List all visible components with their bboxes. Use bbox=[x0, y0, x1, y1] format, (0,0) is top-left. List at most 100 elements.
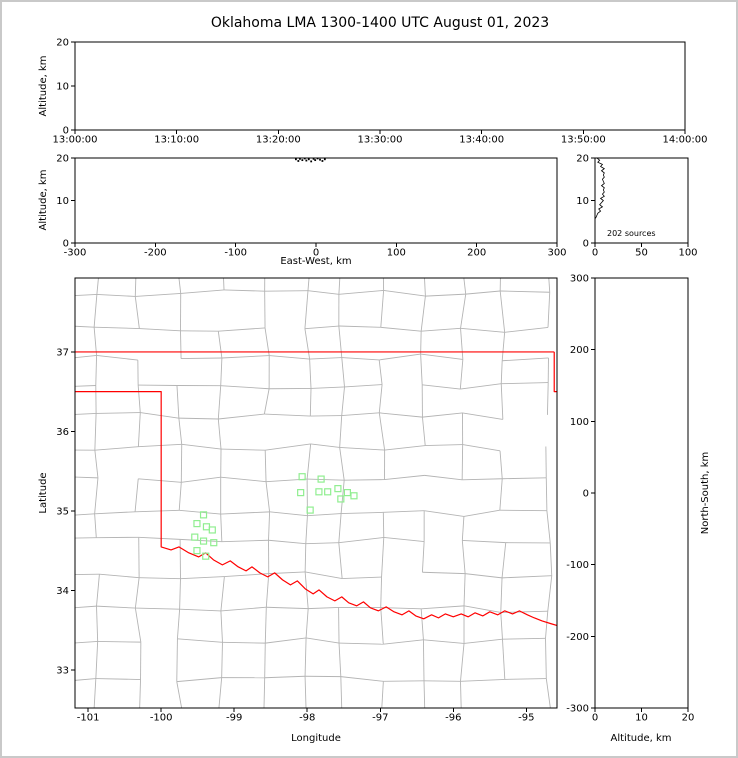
tick-label: 13:10:00 bbox=[154, 135, 199, 146]
county-line bbox=[306, 637, 340, 644]
county-line bbox=[217, 418, 222, 450]
panel-frame bbox=[594, 277, 689, 709]
tick-label: 200 bbox=[467, 248, 486, 259]
county-line bbox=[340, 676, 384, 682]
county-line bbox=[180, 289, 225, 294]
county-line bbox=[220, 357, 223, 386]
tick-label: 13:20:00 bbox=[256, 135, 301, 146]
county-line bbox=[341, 357, 380, 361]
county-line bbox=[423, 680, 426, 708]
lightning-source-marker bbox=[334, 485, 342, 493]
county-line bbox=[545, 638, 547, 679]
county-line bbox=[305, 542, 339, 545]
tick-label: 50 bbox=[635, 248, 648, 259]
county-line bbox=[424, 510, 464, 517]
county-line bbox=[94, 511, 136, 515]
county-line bbox=[500, 577, 503, 613]
county-line bbox=[307, 513, 342, 517]
county-line bbox=[420, 354, 423, 385]
county-line bbox=[54, 538, 57, 575]
tick-label: 13:00:00 bbox=[53, 135, 98, 146]
axis-ticks-layer: 13:00:00 13:10:00 13:20:00 13:30:00 13:40:00… bbox=[53, 38, 708, 724]
county-line bbox=[460, 383, 502, 390]
county-line bbox=[382, 278, 385, 291]
county-line bbox=[135, 293, 181, 297]
lightning-source-marker bbox=[202, 523, 211, 531]
lightning-source-marker bbox=[297, 489, 305, 497]
county-line bbox=[55, 609, 58, 644]
county-line bbox=[265, 481, 271, 512]
county-line bbox=[305, 571, 343, 579]
county-line bbox=[264, 643, 266, 678]
source-altitude-histogram bbox=[595, 158, 606, 220]
county-line bbox=[548, 278, 551, 293]
tick-label: 20 bbox=[56, 38, 69, 49]
county-line bbox=[502, 639, 506, 680]
ns-panel-xlabel: Altitude, km bbox=[611, 733, 672, 744]
county-line bbox=[381, 537, 385, 578]
county-line bbox=[338, 289, 384, 295]
tick-label: 14:00:00 bbox=[663, 135, 708, 146]
county-line bbox=[339, 415, 343, 448]
lightning-sources-layer bbox=[191, 473, 358, 560]
state-border-layer bbox=[75, 351, 557, 627]
county-line bbox=[96, 294, 136, 297]
county-line bbox=[380, 290, 385, 328]
tick-label: 10 bbox=[56, 82, 69, 93]
county-line bbox=[218, 413, 265, 420]
tick-label: 0 bbox=[583, 489, 589, 500]
county-line bbox=[499, 478, 503, 511]
county-line bbox=[460, 328, 464, 360]
source-point bbox=[316, 158, 319, 160]
county-line bbox=[223, 278, 225, 290]
county-line bbox=[340, 676, 343, 708]
county-line bbox=[221, 448, 266, 451]
county-line bbox=[224, 289, 265, 292]
county-line bbox=[264, 607, 267, 644]
county-line bbox=[463, 573, 466, 606]
source-point bbox=[303, 158, 306, 160]
county-line bbox=[181, 443, 222, 450]
lightning-source-marker bbox=[324, 488, 332, 496]
county-line bbox=[176, 677, 222, 683]
county-line bbox=[310, 386, 345, 389]
county-line bbox=[338, 278, 341, 295]
county-line bbox=[218, 327, 266, 332]
county-line bbox=[502, 357, 549, 362]
county-line bbox=[338, 542, 343, 579]
county-line bbox=[462, 539, 506, 544]
county-line bbox=[178, 418, 183, 445]
county-line bbox=[304, 543, 307, 572]
county-line bbox=[221, 642, 223, 678]
county-line bbox=[309, 388, 312, 417]
county-line bbox=[269, 511, 308, 517]
panel-frame bbox=[74, 41, 686, 131]
county-line bbox=[499, 450, 503, 479]
county-line bbox=[304, 676, 307, 708]
county-line bbox=[96, 354, 138, 361]
map-ylabel: Latitude bbox=[38, 472, 49, 513]
county-line bbox=[178, 278, 182, 294]
county-line bbox=[220, 610, 223, 643]
county-line bbox=[383, 510, 425, 513]
county-line bbox=[309, 357, 342, 360]
source-point bbox=[314, 159, 317, 162]
tick-label: -98 bbox=[299, 713, 315, 724]
county-line bbox=[265, 573, 270, 608]
source-point bbox=[299, 158, 301, 160]
lightning-source-marker bbox=[306, 506, 314, 514]
county-line bbox=[75, 412, 97, 415]
source-point bbox=[301, 159, 304, 162]
county-line bbox=[183, 715, 218, 718]
county-line bbox=[178, 417, 219, 420]
county-line bbox=[422, 639, 425, 681]
county-line bbox=[269, 355, 310, 360]
source-point bbox=[319, 158, 321, 161]
county-line bbox=[56, 682, 57, 715]
county-line bbox=[383, 639, 424, 645]
county-line bbox=[423, 639, 465, 644]
county-line bbox=[504, 678, 547, 680]
county-line bbox=[94, 413, 97, 451]
county-line bbox=[263, 388, 270, 415]
